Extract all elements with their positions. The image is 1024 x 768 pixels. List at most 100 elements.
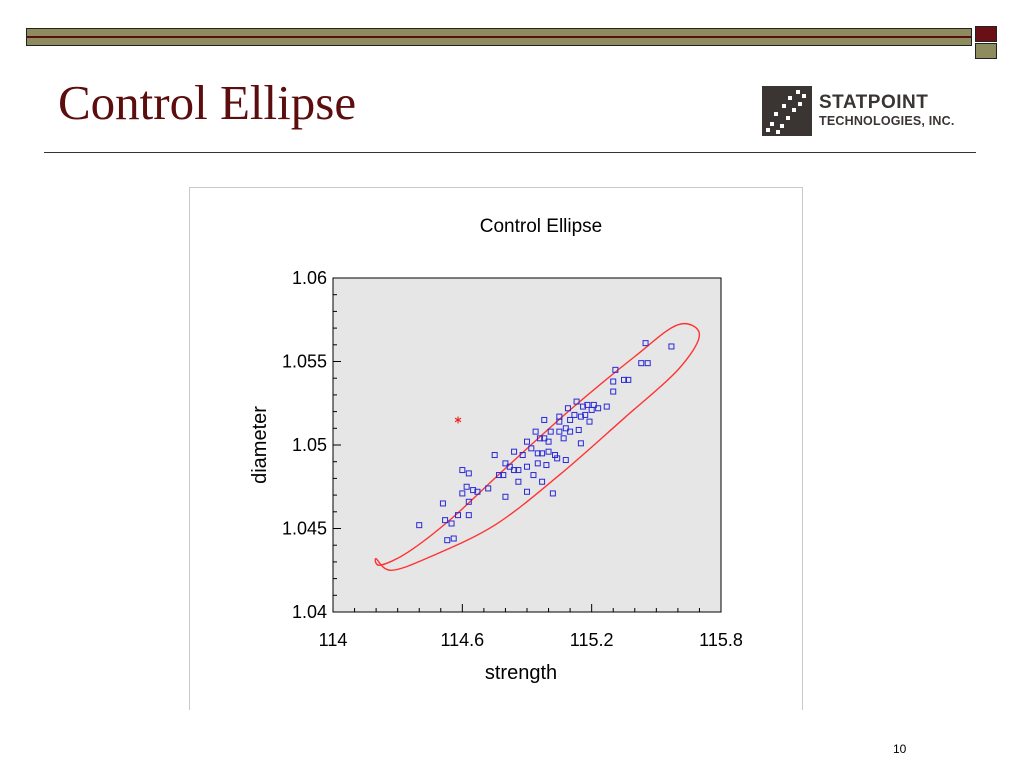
data-point [534, 450, 541, 457]
data-point [532, 428, 539, 435]
data-point [536, 435, 543, 442]
data-point [668, 343, 675, 350]
data-point [491, 452, 498, 459]
data-point [543, 462, 550, 469]
data-point [547, 428, 554, 435]
data-point [638, 360, 645, 367]
data-point [577, 440, 584, 447]
data-point [524, 488, 530, 495]
data-point [573, 398, 580, 405]
y-tick-label: 1.055 [282, 352, 327, 372]
data-point [621, 376, 627, 383]
data-point [534, 460, 541, 467]
data-point [644, 360, 651, 367]
data-point [549, 490, 556, 497]
slide-title: Control Ellipse [58, 75, 357, 130]
data-point [519, 452, 526, 459]
data-point [528, 445, 535, 452]
data-point [495, 472, 502, 479]
data-point [524, 463, 530, 470]
data-point [586, 418, 593, 425]
x-tick-label: 115.2 [570, 630, 614, 650]
y-axis-label: diameter [249, 406, 271, 484]
page-number: 10 [893, 742, 907, 756]
data-point [442, 517, 449, 524]
plot-area [332, 277, 722, 613]
data-point [562, 457, 569, 464]
data-point [450, 535, 457, 542]
data-point [416, 522, 423, 529]
title-divider [44, 152, 976, 153]
control-ellipse-chart: Control Ellipse 114 114.6 115.2 115.8 1.04 1.0… [249, 216, 743, 684]
data-point [560, 435, 567, 442]
data-point [459, 490, 466, 497]
data-point [455, 512, 462, 519]
y-tick-label: 1.06 [292, 268, 327, 288]
data-point [502, 493, 509, 500]
data-point [530, 472, 537, 479]
data-point [539, 450, 546, 457]
data-point [625, 376, 632, 383]
y-tick-label: 1.04 [292, 602, 327, 622]
chart-title: Control Ellipse [480, 216, 603, 237]
data-point [556, 428, 563, 435]
data-point [590, 401, 597, 408]
outlier-point [454, 416, 462, 424]
data-point [506, 463, 513, 470]
data-point [584, 401, 591, 408]
data-point [444, 537, 451, 544]
data-point [539, 478, 546, 485]
x-tick-label: 114.6 [440, 630, 484, 650]
data-point [571, 411, 578, 418]
data-point [448, 520, 455, 527]
data-point [474, 488, 481, 495]
logo-company-subtitle: TECHNOLOGIES, INC. [819, 114, 955, 128]
data-point [545, 438, 552, 445]
statpoint-logo-mark-icon [762, 86, 812, 136]
data-point [575, 426, 582, 433]
data-point [500, 472, 507, 479]
header-accent-square-top [975, 26, 997, 42]
data-point [524, 438, 530, 445]
x-tick-label: 114 [319, 630, 348, 650]
data-point [603, 403, 610, 410]
data-point [459, 467, 466, 474]
data-point [511, 467, 518, 474]
data-point [567, 416, 574, 423]
data-point [515, 478, 522, 485]
data-point [541, 416, 548, 423]
data-point [485, 485, 492, 492]
data-point [564, 405, 571, 412]
data-point [567, 428, 574, 435]
data-point [439, 500, 446, 507]
data-point [465, 512, 472, 519]
data-point [562, 425, 569, 432]
data-point [541, 435, 548, 442]
data-point [502, 460, 509, 467]
data-point [610, 378, 617, 385]
data-point [545, 448, 552, 455]
data-point [465, 470, 472, 477]
data-point [642, 340, 649, 347]
statpoint-logo: STATPOINT TECHNOLOGIES, INC. [762, 86, 1002, 136]
logo-company-name: STATPOINT [819, 92, 929, 113]
header-stripe [26, 28, 972, 46]
chart-panel: Control Ellipse 114 114.6 115.2 115.8 1.04 1.0… [189, 187, 803, 710]
data-point [515, 467, 522, 474]
data-point [612, 366, 619, 373]
y-tick-label: 1.045 [282, 519, 327, 539]
header-accent-square-bottom [975, 43, 997, 59]
data-point [470, 487, 477, 494]
data-point [610, 388, 617, 395]
data-point [577, 413, 584, 420]
data-point [465, 498, 472, 505]
data-point [580, 403, 587, 410]
statpoint-logo-text: STATPOINT TECHNOLOGIES, INC. [819, 93, 955, 129]
data-point [595, 405, 602, 412]
data-point [582, 411, 589, 418]
data-point [511, 448, 518, 455]
y-tick-label: 1.05 [292, 435, 327, 455]
slide-header-band [0, 0, 1024, 60]
data-point [554, 455, 561, 462]
x-tick-label: 115.8 [699, 630, 743, 650]
